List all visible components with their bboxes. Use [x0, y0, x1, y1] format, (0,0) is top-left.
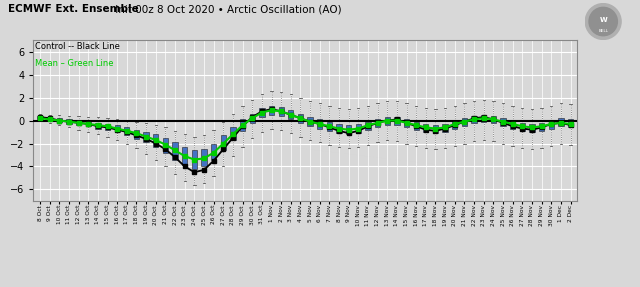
Bar	[221, 135, 226, 150]
Text: Control -- Black Line: Control -- Black Line	[35, 42, 120, 51]
Bar	[452, 121, 458, 129]
Bar	[433, 125, 438, 133]
Bar	[337, 124, 342, 133]
Bar	[481, 115, 486, 122]
Bar	[288, 110, 294, 119]
Bar	[500, 118, 506, 126]
Bar	[548, 121, 554, 129]
Bar	[230, 127, 236, 140]
Bar	[211, 144, 216, 160]
Bar	[510, 121, 515, 129]
Text: BELL: BELL	[598, 29, 608, 33]
Bar	[558, 118, 564, 126]
Bar	[404, 119, 409, 127]
Bar	[37, 116, 43, 119]
Bar	[163, 138, 168, 153]
Bar	[134, 130, 139, 139]
Text: Init 00z 8 Oct 2020 • Arctic Oscillation (AO): Init 00z 8 Oct 2020 • Arctic Oscillation…	[112, 4, 342, 14]
Text: W: W	[599, 17, 607, 23]
Bar	[202, 149, 207, 166]
Bar	[472, 116, 477, 123]
Bar	[182, 147, 188, 165]
Bar	[462, 118, 467, 126]
Bar	[172, 142, 178, 160]
Bar	[57, 118, 62, 122]
Bar	[192, 150, 197, 169]
Bar	[491, 116, 496, 123]
Bar	[47, 117, 52, 121]
Circle shape	[586, 4, 621, 39]
Bar	[442, 124, 448, 132]
Bar	[76, 121, 81, 125]
Text: Mean – Green Line: Mean – Green Line	[35, 59, 114, 69]
Bar	[394, 117, 399, 125]
Bar	[317, 119, 323, 129]
Bar	[67, 119, 72, 124]
Bar	[327, 122, 332, 131]
Bar	[143, 132, 148, 142]
Bar	[520, 123, 525, 131]
Bar	[115, 125, 120, 132]
Bar	[356, 124, 361, 133]
Bar	[529, 124, 534, 132]
Bar	[259, 108, 264, 117]
Bar	[539, 123, 544, 131]
Bar	[250, 114, 255, 123]
Bar	[124, 127, 129, 135]
Bar	[278, 107, 284, 116]
Bar	[298, 114, 303, 123]
Bar	[86, 122, 91, 126]
Bar	[375, 119, 380, 127]
Bar	[385, 117, 390, 125]
Bar	[240, 119, 245, 131]
Bar	[307, 117, 313, 126]
Bar	[346, 125, 351, 134]
Circle shape	[589, 7, 618, 36]
Bar	[95, 123, 100, 129]
Bar	[365, 122, 371, 130]
Bar	[153, 134, 159, 147]
Text: ECMWF Ext. Ensemble: ECMWF Ext. Ensemble	[8, 4, 138, 14]
Bar	[568, 119, 573, 127]
Bar	[413, 122, 419, 130]
Bar	[423, 124, 429, 132]
Bar	[269, 106, 274, 115]
Bar	[105, 124, 110, 130]
